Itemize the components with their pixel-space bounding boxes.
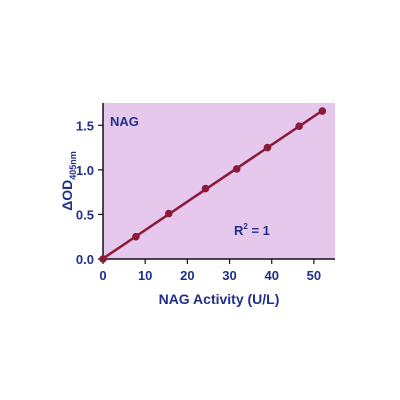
y-axis-label-sub: 405nm bbox=[68, 151, 78, 180]
fit-line bbox=[102, 109, 324, 260]
data-point bbox=[132, 232, 140, 241]
data-point bbox=[165, 209, 173, 218]
y-tick-label: 0.5 bbox=[76, 207, 94, 222]
y-axis-ticks: 0.0 0.5 1.0 1.5 bbox=[76, 118, 103, 267]
y-tick-label: 1.0 bbox=[76, 163, 94, 178]
x-axis-label: NAG Activity (U/L) bbox=[159, 291, 280, 307]
y-axis-label: ΔOD405nm bbox=[59, 151, 78, 211]
x-tick-label: 0 bbox=[99, 268, 106, 283]
x-tick-label: 30 bbox=[222, 268, 236, 283]
data-point bbox=[318, 107, 327, 115]
y-tick-label: 0.0 bbox=[76, 252, 94, 267]
x-tick-label: 20 bbox=[180, 268, 194, 283]
data-point bbox=[232, 165, 241, 173]
x-axis-ticks: 0 10 20 30 40 50 bbox=[99, 259, 321, 283]
data-points bbox=[99, 107, 327, 263]
x-tick-label: 10 bbox=[138, 268, 152, 283]
data-point bbox=[201, 184, 210, 193]
y-tick-label: 1.5 bbox=[76, 118, 94, 133]
y-axis-label-main: ΔOD bbox=[59, 180, 75, 211]
annotation-rest: = 1 bbox=[248, 223, 270, 238]
annotation-main: R bbox=[234, 223, 244, 238]
x-tick-label: 40 bbox=[264, 268, 278, 283]
annotation-sup: 2 bbox=[243, 222, 248, 231]
x-tick-label: 50 bbox=[307, 268, 321, 283]
data-point bbox=[263, 143, 272, 152]
data-point bbox=[99, 255, 107, 263]
data-point bbox=[295, 122, 303, 130]
r-squared-annotation: R2 = 1 bbox=[234, 222, 270, 238]
chart-title: NAG bbox=[110, 114, 139, 129]
